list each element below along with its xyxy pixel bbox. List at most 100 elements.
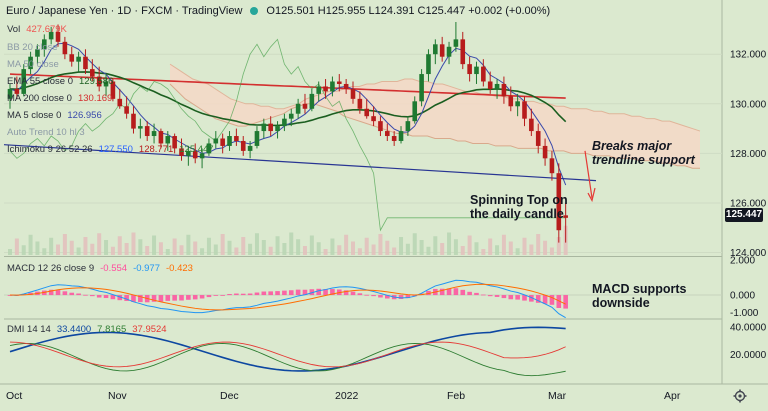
volume-bar (179, 245, 184, 255)
volume-bar (508, 241, 513, 255)
candle-body (563, 215, 568, 218)
legend-ma200[interactable]: MA 200 close 0 130.169 (7, 93, 112, 104)
legend-ma5[interactable]: MA 5 close 0 126.956 (7, 110, 102, 121)
senkou-span-b (169, 83, 700, 169)
volume-bar (254, 233, 259, 255)
volume-bar (495, 245, 500, 255)
macd-hist-bar (192, 295, 198, 300)
volume-bar (309, 235, 314, 255)
volume-bar (172, 238, 177, 255)
macd-hist-bar (234, 293, 239, 296)
macd-hist-bar (261, 291, 267, 296)
macd-hist-bar (522, 295, 527, 301)
candle-body (309, 93, 315, 109)
candle-body (179, 148, 184, 156)
legend-ma50[interactable]: MA 50 close (7, 59, 65, 70)
annotation-macd-line2: downside (592, 296, 650, 310)
legend-bb[interactable]: BB 20 close (7, 42, 58, 53)
legend-ma200-value: 130.169 (77, 93, 113, 104)
legend-dmi-plus: 7.8165 (97, 324, 127, 335)
macd-hist-bar (62, 291, 68, 296)
macd-line (9, 279, 566, 319)
ichimoku-cloud-area (170, 64, 700, 169)
volume-bar (337, 245, 342, 255)
gear-icon[interactable] (733, 389, 747, 403)
candle-body (446, 46, 452, 57)
macd-hist-bar (494, 295, 500, 297)
candle-body (144, 126, 150, 137)
candle-body (515, 101, 520, 107)
macd-hist-bar (96, 295, 102, 298)
legend-macd[interactable]: MACD 12 26 close 9 -0.554 -0.977 -0.423 (7, 263, 193, 274)
volume-bar (213, 244, 218, 255)
macd-hist-bar (90, 295, 95, 297)
candle-body (165, 136, 171, 144)
annotation-macd-line1: MACD supports (592, 282, 687, 296)
macd-hist-bar (117, 295, 123, 301)
macd-hist-bar (481, 294, 486, 296)
ohlc-values: O125.501 H125.955 L124.391 C125.447 +0.0… (266, 5, 551, 17)
ma200-line (9, 73, 566, 99)
legend-dmi-adx: 33.4400 (56, 324, 92, 335)
candle-body (412, 101, 418, 122)
legend-volume-value: 427.679K (26, 24, 67, 35)
volume-bar (405, 243, 410, 255)
candle-body (474, 66, 479, 75)
annotation-spinning-line2: the daily candle (470, 207, 564, 221)
candle-body (371, 116, 376, 122)
macd-hist-bar (213, 295, 219, 296)
candle-body (227, 136, 232, 146)
legend-dmi[interactable]: DMI 14 14 33.4400 7.8165 37.9524 (7, 324, 167, 335)
signal-line (9, 283, 566, 311)
ichimoku-cloud (169, 63, 701, 169)
candle-body (28, 56, 33, 70)
legend-ichimoku[interactable]: Ichimoku 9 26 52 26 127.550 128.771 125.… (7, 144, 214, 155)
candle-body (158, 131, 164, 144)
time-axis-label: Feb (447, 390, 465, 402)
volume-bar (241, 237, 246, 255)
candle-body (295, 103, 301, 114)
macd-hist-bar (110, 295, 116, 300)
candle-body (138, 126, 143, 129)
volume-bar (76, 247, 81, 255)
volume-bar (49, 237, 54, 255)
volume-bar (515, 248, 520, 255)
legend-ema55[interactable]: EMA 55 close 0 129.586 (7, 76, 113, 87)
volume-bar (158, 242, 163, 255)
price-axis-label: 132.000 (730, 50, 767, 61)
current-price-tag: 125.447 (725, 208, 763, 222)
legend-trend[interactable]: Auto Trend 10 hl 3 (7, 127, 85, 138)
macd-hist-bar (103, 295, 109, 299)
macd-hist-bar (357, 293, 363, 296)
volume-bar (97, 233, 102, 255)
volume-bar (117, 236, 122, 255)
adx-line (9, 326, 566, 372)
macd-hist-bar (268, 291, 273, 296)
candle-body (378, 121, 383, 132)
volume-bar (124, 243, 129, 255)
candle-body (494, 83, 500, 89)
candle-body (48, 31, 54, 40)
candle-body (199, 153, 205, 159)
annotation-spinning-top: Spinning Top on the daily candle (470, 193, 568, 221)
volume-bar (323, 249, 328, 255)
candle-body (391, 136, 397, 141)
macd-hist-bar (487, 295, 493, 297)
candle-body (357, 98, 363, 109)
legend-volume[interactable]: Vol 427.679K (7, 24, 67, 35)
candle-body (234, 136, 239, 141)
volume-bar (433, 236, 438, 255)
symbol-title[interactable]: Euro / Japanese Yen · 1D · FXCM · Tradin… (6, 5, 243, 17)
ma5-line (9, 42, 567, 186)
candle-body (213, 138, 219, 144)
candle-body (55, 31, 61, 42)
volume-bar (474, 242, 479, 255)
legend-bb-label: BB 20 close (7, 42, 58, 53)
macd-hist-bar (206, 295, 212, 298)
volume-bar (440, 243, 445, 255)
volume-bar (186, 234, 191, 255)
annotation-trendline-line1: Breaks major (592, 139, 672, 153)
macd-hist-bar (467, 291, 472, 296)
